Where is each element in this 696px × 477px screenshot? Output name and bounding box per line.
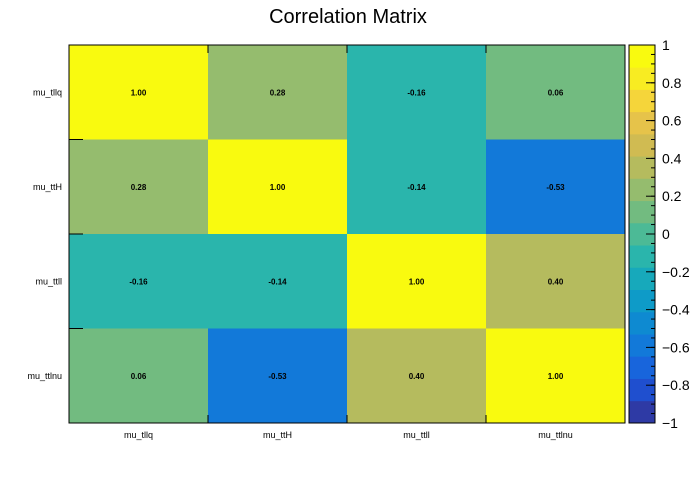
y-tick-label: mu_ttH [33, 182, 62, 192]
cell-value-label: 1.00 [409, 277, 425, 286]
heatmap-cell-labels: 1.00 0.28 -0.16 0.06 0.28 1.00 -0.14 -0.53 -0.16… [129, 88, 565, 381]
colorbar-segment [629, 334, 655, 357]
heatmap-cell [486, 234, 626, 329]
heatmap-cell [208, 328, 348, 424]
heatmap-cell [69, 45, 209, 140]
heatmap-cell [69, 234, 209, 329]
cell-value-label: -0.14 [407, 183, 426, 192]
cell-value-label: 0.28 [131, 183, 147, 192]
x-tick-label: mu_ttH [263, 430, 292, 440]
cell-value-label: 0.06 [131, 372, 147, 381]
y-tick-label: mu_ttlnu [27, 371, 62, 381]
heatmap-cell [69, 139, 209, 235]
colorbar-segment [629, 378, 655, 402]
heatmap-cell [486, 328, 626, 424]
cell-value-label: 0.06 [548, 88, 564, 97]
colorbar-segment [629, 267, 655, 290]
heatmap-cells [69, 45, 626, 424]
colorbar-segment [629, 67, 655, 90]
colorbar-tick-label: 1 [662, 37, 670, 53]
colorbar-tick-label: 0 [662, 226, 670, 242]
colorbar-segment [629, 311, 655, 335]
colorbar-segment [629, 89, 655, 113]
colorbar-tick-label: −0.4 [662, 302, 690, 318]
colorbar-tick-label: −0.2 [662, 264, 690, 280]
cell-value-label: -0.53 [268, 372, 287, 381]
cell-value-label: 1.00 [548, 372, 564, 381]
chart-title: Correlation Matrix [269, 6, 427, 28]
colorbar-segment [629, 356, 655, 379]
colorbar-segment [629, 45, 655, 68]
colorbar-segment [629, 222, 655, 246]
heatmap-cell [347, 328, 487, 424]
x-tick-label: mu_ttll [403, 430, 430, 440]
colorbar-tick-label: 0.8 [662, 75, 682, 91]
cell-value-label: 1.00 [131, 88, 147, 97]
cell-value-label: -0.14 [268, 277, 287, 286]
heatmap-cell [69, 328, 209, 424]
heatmap-axes: mu_tllq mu_ttH mu_ttll mu_ttlnu mu_tllq mu_tt… [27, 45, 573, 440]
colorbar-segment [629, 200, 655, 224]
colorbar-tick-label: 0.2 [662, 188, 682, 204]
heatmap-cell [208, 45, 348, 140]
x-tick-label: mu_ttlnu [538, 430, 573, 440]
x-tick-label: mu_tllq [124, 430, 153, 440]
colorbar-segment [629, 178, 655, 202]
colorbar: 1 0.8 0.6 0.4 0.2 0 −0.2 −0.4 −0.6 −0.8 −1 [628, 37, 690, 431]
colorbar-segment [629, 245, 655, 268]
cell-value-label: 0.28 [270, 88, 286, 97]
cell-value-label: 0.40 [409, 372, 425, 381]
colorbar-tick-label: −1 [662, 415, 678, 431]
heatmap-cell [347, 45, 487, 140]
heatmap-cell [347, 234, 487, 329]
cell-value-label: -0.16 [129, 277, 148, 286]
cell-value-label: 0.40 [548, 277, 564, 286]
colorbar-tick-label: 0.4 [662, 150, 682, 166]
colorbar-tick-label: −0.8 [662, 377, 690, 393]
y-tick-label: mu_tllq [33, 87, 62, 97]
heatmap-cell [347, 139, 487, 235]
colorbar-segment [629, 111, 655, 135]
colorbar-tick-label: 0.6 [662, 113, 682, 129]
heatmap-cell [486, 139, 626, 235]
cell-value-label: -0.53 [546, 183, 565, 192]
colorbar-segment [629, 133, 655, 157]
colorbar-segment [629, 156, 655, 179]
colorbar-segment [629, 289, 655, 313]
cell-value-label: 1.00 [270, 183, 286, 192]
y-tick-label: mu_ttll [35, 276, 62, 286]
heatmap-cell [208, 234, 348, 329]
cell-value-label: -0.16 [407, 88, 426, 97]
heatmap-cell [208, 139, 348, 235]
heatmap-cell [486, 45, 626, 140]
colorbar-segment [629, 400, 655, 424]
colorbar-tick-label: −0.6 [662, 339, 690, 355]
